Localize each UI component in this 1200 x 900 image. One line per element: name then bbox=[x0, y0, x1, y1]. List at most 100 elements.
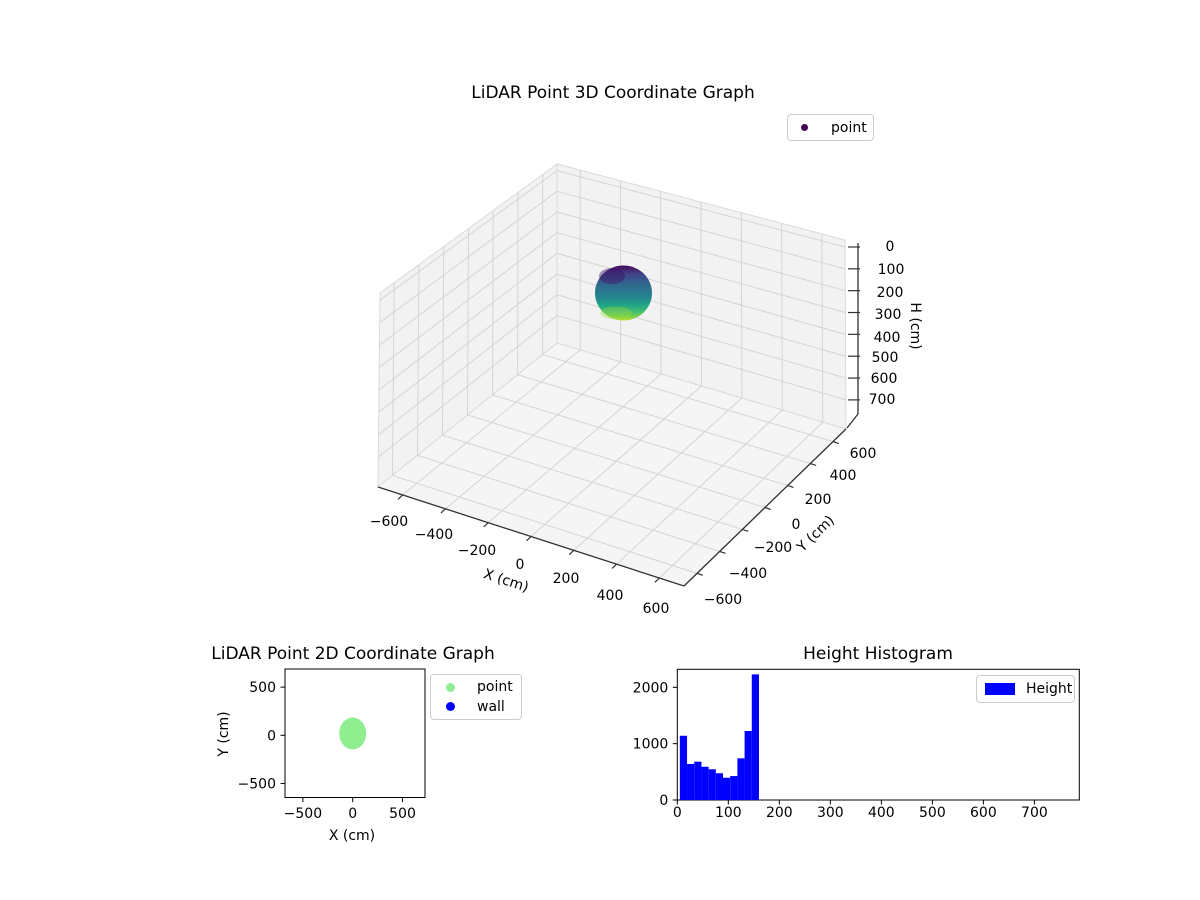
y-tick-label: −200 bbox=[754, 540, 792, 556]
y-tick-label: 1000 bbox=[633, 737, 669, 753]
y-tick-label: 600 bbox=[850, 446, 877, 462]
x-tick bbox=[568, 549, 575, 556]
legend-label-wall: wall bbox=[477, 698, 505, 715]
legend-label-point: point bbox=[477, 679, 513, 696]
z-tick-label: 700 bbox=[869, 392, 896, 408]
x-tick-label: −400 bbox=[415, 527, 453, 543]
grid-z-right bbox=[556, 232, 846, 314]
x-tick bbox=[440, 508, 446, 514]
x-tick-label: −200 bbox=[458, 543, 496, 559]
histogram-legend: Height bbox=[976, 675, 1075, 703]
x-tick-label: 700 bbox=[1021, 805, 1048, 821]
x-tick bbox=[526, 536, 532, 542]
grid-z-right bbox=[556, 314, 846, 401]
x-tick-label: 400 bbox=[597, 588, 624, 604]
x-tick bbox=[397, 494, 404, 500]
grid-z-left bbox=[379, 211, 558, 346]
grid-z-right bbox=[556, 190, 846, 270]
y-tick-label: 500 bbox=[249, 680, 276, 696]
height-swatch-icon bbox=[985, 683, 1015, 695]
z-tick-label: 500 bbox=[872, 350, 899, 366]
x-tick-label: 0 bbox=[348, 806, 357, 822]
plot3d: −600−400−2000200400600−600−400−200020040… bbox=[370, 163, 905, 617]
grid-z-left bbox=[379, 190, 558, 324]
x-tick-label: 200 bbox=[766, 805, 793, 821]
y-tick bbox=[696, 572, 704, 576]
grid-z-left bbox=[378, 252, 558, 391]
plot3d-zlabel: H (cm) bbox=[907, 302, 923, 350]
y-tick bbox=[742, 528, 749, 532]
y-tick-label: −600 bbox=[704, 592, 742, 608]
x-tick-label: 0 bbox=[673, 805, 682, 821]
grid-y-floor bbox=[392, 474, 698, 574]
z-tick-label: 0 bbox=[886, 239, 895, 255]
x-tick-label: −500 bbox=[284, 806, 322, 822]
x-tick bbox=[654, 577, 660, 583]
hist-bar bbox=[679, 735, 688, 800]
hist-bar bbox=[723, 777, 731, 800]
grid-y-floor bbox=[417, 454, 720, 552]
plot2d-title: LiDAR Point 2D Coordinate Graph bbox=[211, 644, 495, 664]
grid-z-right bbox=[556, 211, 846, 292]
z-axis-line bbox=[846, 413, 859, 429]
hist-bar bbox=[708, 769, 716, 800]
hist-bar bbox=[751, 674, 759, 800]
x-tick-label: 400 bbox=[868, 805, 895, 821]
x-tick-label: 200 bbox=[553, 571, 580, 587]
x-tick-label: 0 bbox=[516, 557, 525, 573]
grid-y-floor bbox=[467, 414, 766, 508]
y-tick-label: 400 bbox=[830, 468, 857, 484]
legend-row-height: Height bbox=[977, 676, 1074, 702]
z-tick-label: 300 bbox=[875, 307, 902, 323]
grid-y-floor bbox=[517, 374, 811, 465]
grid-z-left bbox=[378, 294, 558, 436]
grid-z-left bbox=[378, 232, 558, 368]
plot3d-legend: point bbox=[787, 114, 874, 141]
x-tick bbox=[611, 563, 618, 569]
grid-z-left bbox=[378, 273, 558, 413]
point-cluster bbox=[339, 717, 367, 750]
x-tick-label: 600 bbox=[643, 601, 670, 617]
z-tick-label: 600 bbox=[871, 371, 898, 387]
plot2d-legend: point wall bbox=[430, 674, 522, 720]
wall-marker-icon bbox=[446, 702, 455, 712]
hist-bar bbox=[715, 773, 724, 800]
hist-bar bbox=[744, 730, 752, 800]
plot2d-ylabel: Y (cm) bbox=[216, 711, 232, 757]
histogram-title: Height Histogram bbox=[803, 644, 953, 664]
hist-bar bbox=[687, 763, 695, 800]
y-tick-label: 0 bbox=[267, 728, 276, 744]
point-cloud-light-rim bbox=[600, 306, 632, 320]
hist-bar bbox=[730, 776, 738, 800]
point-cloud-blob bbox=[595, 265, 652, 321]
grid-y-floor bbox=[542, 354, 834, 443]
legend-label-height: Height bbox=[1026, 681, 1073, 697]
x-tick-label: 300 bbox=[817, 805, 844, 821]
x-tick-label: −600 bbox=[370, 514, 408, 530]
y-tick bbox=[787, 484, 794, 489]
y-tick bbox=[719, 550, 726, 554]
y-tick-label: 0 bbox=[659, 793, 668, 809]
y-tick bbox=[832, 441, 839, 445]
z-tick-label: 400 bbox=[874, 330, 901, 346]
grid-y-floor bbox=[492, 394, 788, 487]
plot2d-xlabel: X (cm) bbox=[328, 828, 376, 844]
point-marker-icon bbox=[801, 124, 808, 131]
z-tick-label: 200 bbox=[877, 285, 904, 301]
plot2d: −500 0 500 −500 0 500 bbox=[238, 668, 426, 822]
grid-z-right bbox=[556, 252, 846, 335]
y-tick-label: 2000 bbox=[633, 680, 669, 696]
point-cloud-dark-cap bbox=[599, 268, 625, 284]
grid-y-floor bbox=[442, 434, 743, 530]
z-tick-label: 100 bbox=[878, 262, 905, 278]
y-tick-label: 0 bbox=[792, 517, 801, 533]
grid-z-left bbox=[379, 170, 558, 301]
grid-z-right bbox=[556, 170, 846, 248]
legend-row-point: point bbox=[431, 679, 521, 696]
grid-z-left bbox=[377, 315, 558, 458]
y-tick-label: −500 bbox=[238, 776, 276, 792]
legend-row-wall: wall bbox=[431, 698, 521, 715]
hist-bar bbox=[694, 761, 702, 800]
